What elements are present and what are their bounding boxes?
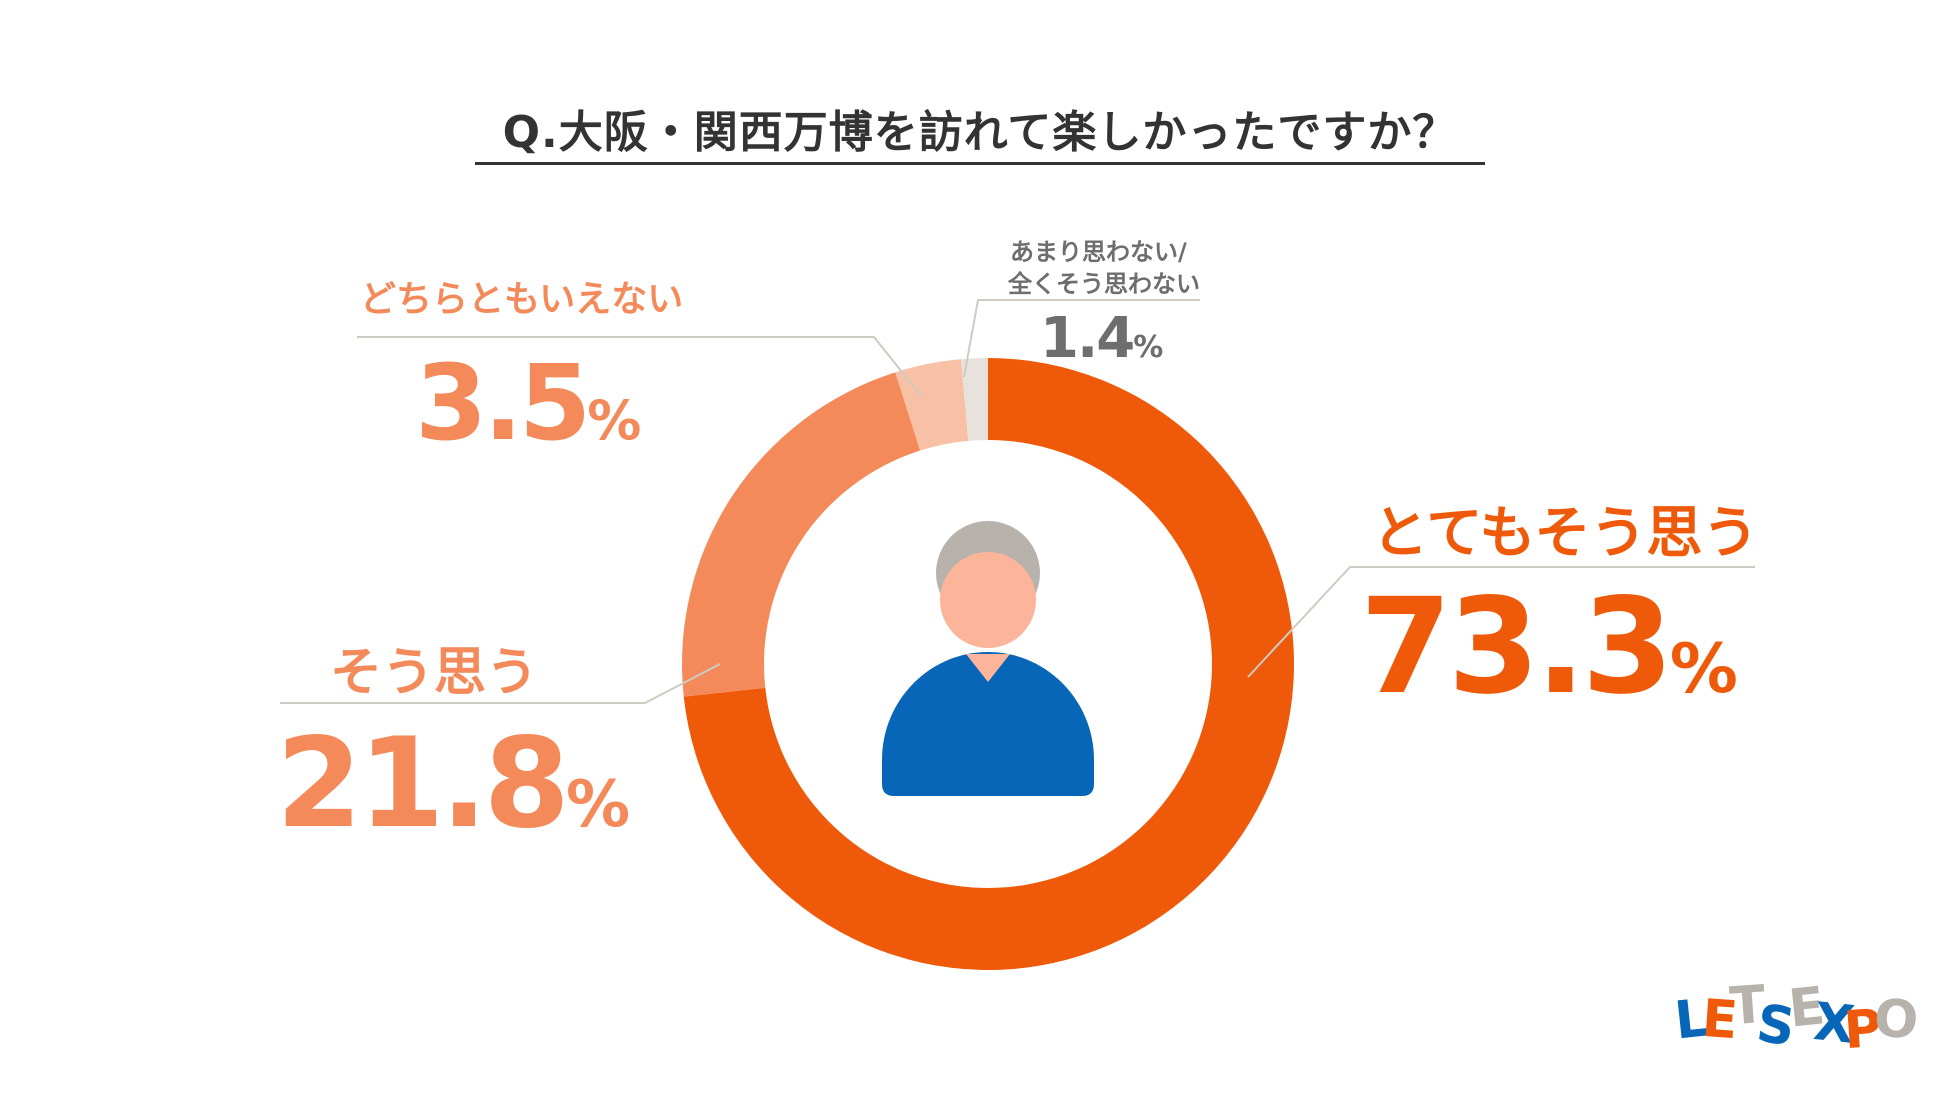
- value-number: 3.5: [415, 342, 591, 464]
- logo-letter: O: [1872, 988, 1921, 1052]
- donut-slice-neutral: [895, 359, 969, 451]
- slice-label-agree: そう思う: [330, 643, 539, 703]
- value-number: 21.8: [276, 712, 570, 856]
- slice-label-disagree-line2: 全くそう思わない: [1008, 270, 1200, 298]
- slice-label-disagree-line1: あまり思わない/: [1010, 238, 1187, 266]
- chart-title: Q.大阪・関西万博を訪れて楽しかったですか？: [502, 107, 1458, 158]
- person-icon: [882, 521, 1094, 796]
- slice-value-very-agree: 73.3%: [1360, 570, 1738, 724]
- value-unit: %: [587, 389, 642, 452]
- donut-slice-agree: [682, 372, 921, 697]
- person-body-icon: [882, 652, 1094, 796]
- chart-title-block: Q.大阪・関西万博を訪れて楽しかったですか？: [475, 96, 1485, 165]
- slice-value-neutral: 3.5%: [415, 342, 641, 464]
- leader-line-agree: [280, 663, 721, 704]
- donut-slice-disagree: [961, 358, 988, 441]
- person-collar-icon: [966, 654, 1010, 682]
- person-face-icon: [940, 552, 1036, 648]
- value-unit: %: [1669, 630, 1738, 709]
- slice-label-very-agree: とてもそう思う: [1372, 501, 1759, 566]
- leader-line-disagree: [963, 299, 1200, 378]
- title-underline: [475, 162, 1485, 165]
- slice-value-disagree: 1.4%: [1040, 306, 1163, 371]
- value-unit: %: [565, 768, 631, 842]
- slice-value-agree: 21.8%: [276, 712, 630, 856]
- value-number: 1.4: [1040, 306, 1135, 371]
- leader-line-neutral: [357, 336, 923, 398]
- letsexpo-logo: LETSEXPO: [1672, 975, 1921, 1061]
- slice-label-neutral: どちらともいえない: [360, 279, 684, 320]
- value-number: 73.3: [1360, 570, 1674, 724]
- value-unit: %: [1133, 330, 1164, 365]
- leader-line-very-agree: [1247, 566, 1755, 678]
